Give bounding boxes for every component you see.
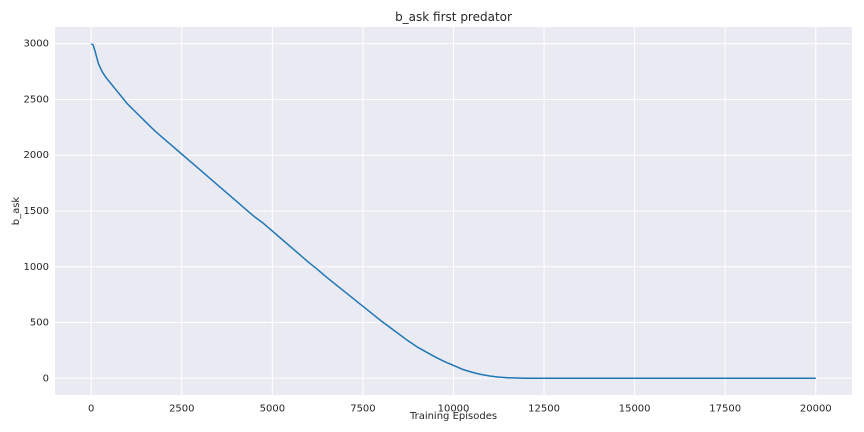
y-tick-label: 2000 [24,150,49,161]
x-tick-label: 2500 [169,403,194,414]
series-line [90,43,816,380]
tick-layer: 0 2500 5000 7500 10000 12500 15000 17500 20000 0 5… [24,39,832,415]
x-tick-label: 5000 [260,403,285,414]
line-layer [90,43,816,380]
x-tick-label: 0 [88,403,94,414]
x-tick-label: 20000 [800,403,832,414]
y-tick-label: 3000 [24,39,49,50]
x-tick-label: 7500 [350,403,375,414]
y-axis-title: b_ask [11,197,22,226]
y-tick-label: 2500 [24,94,49,105]
y-tick-label: 1500 [24,206,49,217]
y-tick-label: 1000 [24,262,49,273]
y-tick-label: 0 [43,373,49,384]
x-tick-label: 15000 [619,403,651,414]
x-axis-title: Training Episodes [409,411,497,422]
chart-title: b_ask first predator [395,10,512,24]
x-tick-label: 17500 [709,403,741,414]
y-tick-label: 500 [30,318,49,329]
x-tick-label: 10000 [438,403,470,414]
x-tick-label: 12500 [528,403,560,414]
